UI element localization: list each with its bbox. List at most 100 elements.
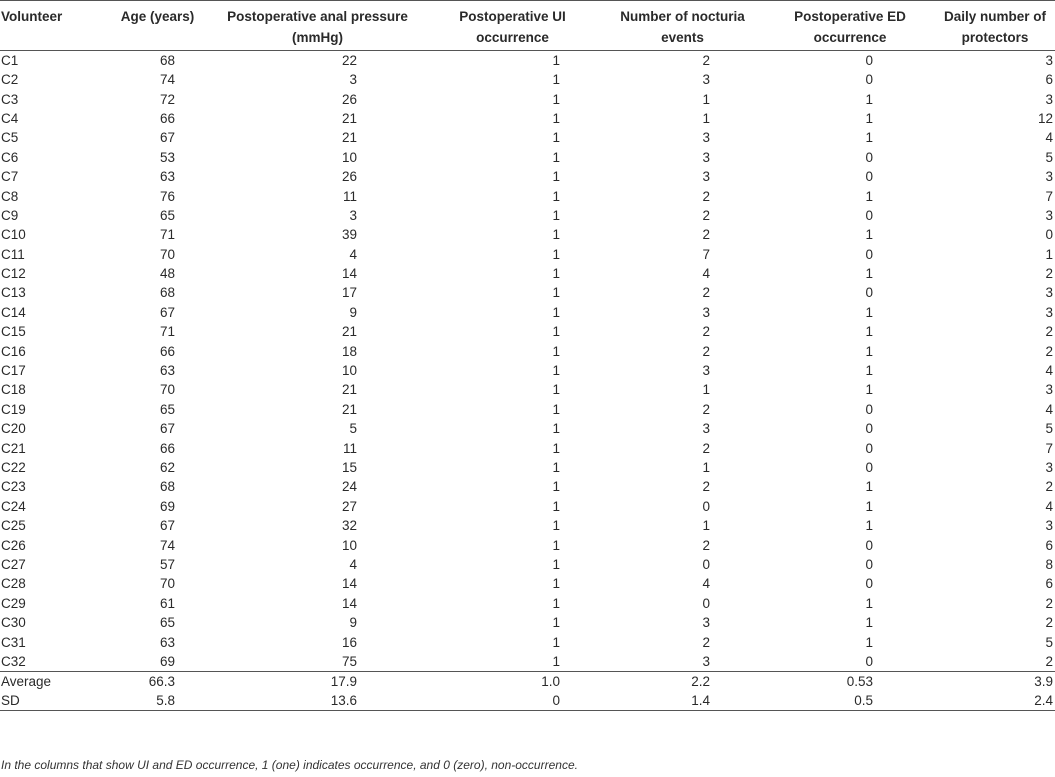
table-cell: 3 (1045, 53, 1053, 68)
table-cell: 3 (702, 615, 710, 631)
table-cell: 24 (341, 479, 357, 495)
table-cell: 1 (552, 324, 560, 340)
table-cell: 1 (552, 91, 560, 107)
table-cell: 1 (865, 110, 873, 126)
table-cell: 1 (552, 382, 560, 398)
row-label-cell: C26 (1, 537, 26, 553)
table-row: C4 66 21 1 1 1 12 (0, 109, 1055, 128)
table-cell: 17 (341, 285, 357, 301)
table-cell: 3 (702, 421, 710, 437)
table-cell: 2 (702, 343, 710, 359)
table-cell: 1 (865, 615, 873, 631)
table-cell: 3 (1045, 518, 1053, 534)
table-cell: 5 (1045, 421, 1053, 437)
table-cell: 0 (702, 595, 710, 611)
table-cell: 32 (341, 518, 357, 534)
table-cell: 63 (159, 169, 175, 185)
table-cell: 1 (865, 188, 873, 204)
table-cell: 70 (159, 382, 175, 398)
table-row: C30 65 9 1 3 1 2 (0, 613, 1055, 632)
table-cell: 6 (1045, 576, 1053, 592)
table-row: C28 70 14 1 4 0 6 (0, 574, 1055, 593)
table-cell: 1 (552, 130, 560, 146)
table-cell: 1 (552, 149, 560, 165)
table-cell: 26 (341, 91, 357, 107)
table-cell: 2 (1045, 343, 1053, 359)
summary-row: SD 5.8 13.6 0 1.4 0.5 2.4 (0, 691, 1055, 711)
table-row: C8 76 11 1 2 1 7 (0, 186, 1055, 205)
table-cell: 3 (1045, 169, 1053, 185)
table-cell: 1 (552, 479, 560, 495)
table-cell: 5 (349, 421, 357, 437)
table-cell: 63 (159, 363, 175, 379)
header-nocturia-events: Number of nocturia events (620, 9, 745, 45)
table-cell: 2 (702, 440, 710, 456)
row-label-cell: C6 (1, 149, 19, 165)
table-cell: 1 (552, 207, 560, 223)
row-label-cell: C32 (1, 653, 26, 669)
table-cell: 3 (1045, 382, 1053, 398)
table-cell: 1 (865, 227, 873, 243)
table-cell: 1 (552, 401, 560, 417)
table-cell: 1 (552, 634, 560, 650)
table-cell: 4 (702, 266, 710, 282)
table-cell: 1 (552, 595, 560, 611)
table-row: C19 65 21 1 2 0 4 (0, 400, 1055, 419)
row-label-cell: C4 (1, 110, 19, 126)
row-label-cell: C5 (1, 130, 19, 146)
table-cell: 14 (341, 595, 357, 611)
table-cell: 1 (552, 498, 560, 514)
header-volunteer: Volunteer (1, 9, 63, 24)
row-label-cell: C9 (1, 207, 19, 223)
table-cell: 7 (1045, 188, 1053, 204)
table-cell: 0 (865, 169, 873, 185)
table-cell: 1 (865, 634, 873, 650)
table-cell: 2 (702, 324, 710, 340)
table-cell: 0 (865, 556, 873, 572)
table-cell: 53 (159, 149, 175, 165)
table-cell: 3 (1045, 460, 1053, 475)
table-cell: 21 (341, 382, 357, 398)
table-cell: 2.4 (1034, 692, 1053, 708)
table-row: C6 53 10 1 3 0 5 (0, 148, 1055, 167)
table-cell: 3 (349, 72, 357, 88)
row-label-cell: C1 (1, 53, 19, 68)
table-row: C17 63 10 1 3 1 4 (0, 361, 1055, 380)
table-cell: 27 (341, 498, 357, 514)
table-row: C32 69 75 1 3 0 2 (0, 652, 1055, 672)
table-cell: 2 (702, 227, 710, 243)
table-cell: 26 (341, 169, 357, 185)
table-cell: 1 (865, 130, 873, 146)
table-cell: 1 (552, 343, 560, 359)
table-cell: 68 (159, 53, 175, 68)
table-cell: 2 (702, 207, 710, 223)
table-cell: 0 (865, 653, 873, 669)
table-cell: 70 (159, 576, 175, 592)
table-cell: 67 (159, 130, 175, 146)
row-label-cell: C2 (1, 72, 19, 88)
table-cell: 66 (159, 440, 175, 456)
table-cell: 14 (341, 266, 357, 282)
row-label-cell: C8 (1, 188, 19, 204)
table-cell: 1 (865, 518, 873, 534)
table-cell: 76 (159, 188, 175, 204)
table-cell: 5.8 (156, 692, 175, 708)
table-cell: 0 (865, 421, 873, 437)
table-cell: 4 (1045, 130, 1053, 146)
table-row: C12 48 14 1 4 1 2 (0, 264, 1055, 283)
table-cell: 21 (341, 130, 357, 146)
table-cell: 0 (865, 576, 873, 592)
summary-row: Average 66.3 17.9 1.0 2.2 0.53 3.9 (0, 671, 1055, 691)
table-cell: 13.6 (330, 692, 357, 708)
table-cell: 67 (159, 421, 175, 437)
table-cell: 2 (702, 53, 710, 68)
table-cell: 0 (865, 401, 873, 417)
table-cell: 1 (702, 460, 710, 475)
row-label-cell: C27 (1, 556, 26, 572)
table-cell: 21 (341, 401, 357, 417)
table-cell: 2 (1045, 324, 1053, 340)
table-cell: 3 (702, 149, 710, 165)
table-cell: 0 (865, 440, 873, 456)
table-row: C14 67 9 1 3 1 3 (0, 303, 1055, 322)
table-cell: 9 (349, 304, 357, 320)
